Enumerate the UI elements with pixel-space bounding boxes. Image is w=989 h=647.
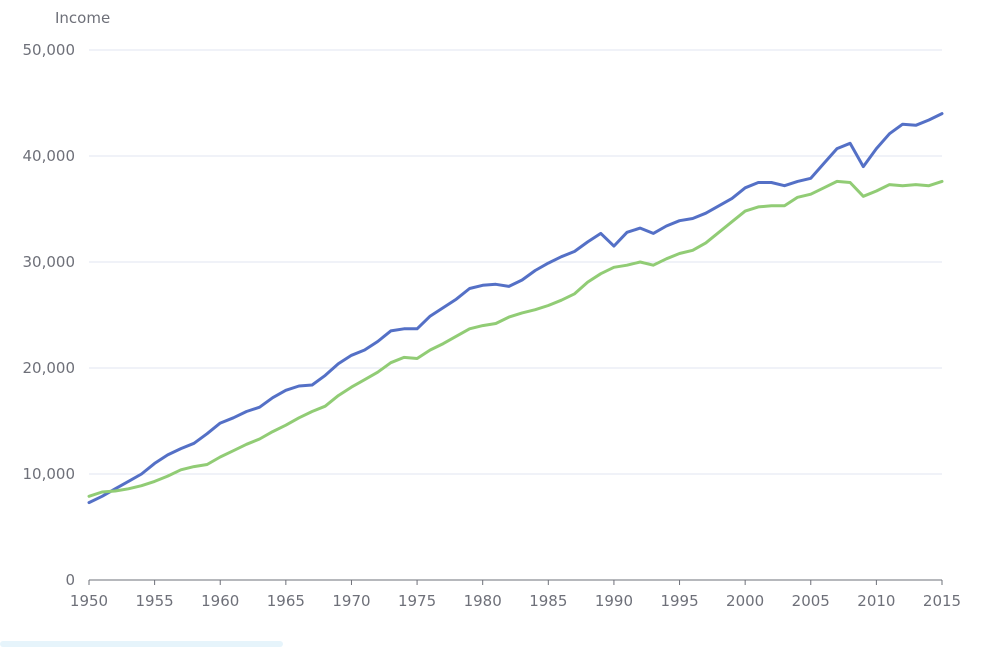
- x-tick-label: 2015: [923, 592, 961, 610]
- x-tick-label: 1985: [529, 592, 567, 610]
- series-group: [87, 112, 944, 505]
- x-tick-label: 1980: [464, 592, 502, 610]
- y-tick-label: 50,000: [23, 41, 76, 59]
- x-axis-labels: 1950 1955 1960 1965 1970 1975 1980 1985 1990 1995…: [70, 592, 961, 610]
- data-zoom-strip[interactable]: [0, 641, 283, 647]
- x-tick-label: 1990: [595, 592, 633, 610]
- x-tick-label: 1970: [332, 592, 370, 610]
- x-tick-label: 2000: [726, 592, 764, 610]
- x-tick-label: 1965: [267, 592, 305, 610]
- x-tick-label: 1995: [660, 592, 698, 610]
- x-tick-label: 2005: [792, 592, 830, 610]
- x-tick-label: 1960: [201, 592, 239, 610]
- x-tick-label: 1955: [136, 592, 174, 610]
- series-line-2[interactable]: [87, 179, 944, 498]
- x-tick-label: 2010: [857, 592, 895, 610]
- y-tick-label: 10,000: [23, 465, 76, 483]
- y-axis: 0 10,000 20,000 30,000 40,000 50,000: [23, 41, 76, 589]
- y-axis-title: Income: [55, 9, 110, 27]
- x-tick-label: 1975: [398, 592, 436, 610]
- y-tick-label: 20,000: [23, 359, 76, 377]
- x-axis: [88, 579, 943, 585]
- x-tick-label: 1950: [70, 592, 108, 610]
- grid: [89, 49, 942, 475]
- y-tick-label: 0: [65, 571, 75, 589]
- series-line-1[interactable]: [87, 112, 944, 505]
- y-tick-label: 30,000: [23, 253, 76, 271]
- y-tick-label: 40,000: [23, 147, 76, 165]
